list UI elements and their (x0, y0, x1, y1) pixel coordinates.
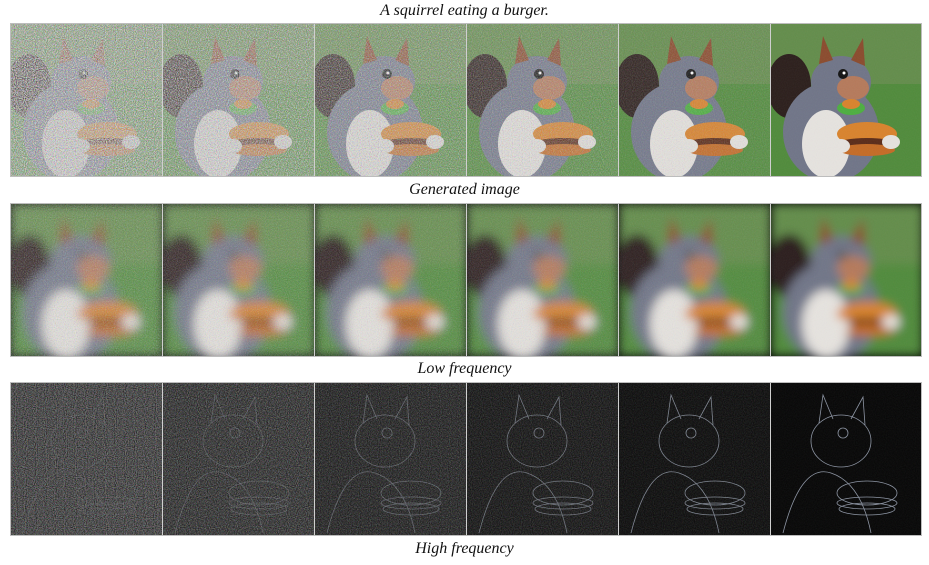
low-tile-1 (11, 204, 163, 356)
low-tile-4 (467, 204, 619, 356)
high-tile-5 (619, 383, 771, 535)
high-tile-2 (163, 383, 315, 535)
high-tile-1 (11, 383, 163, 535)
generated-tile-2 (163, 24, 315, 176)
low-tile-2 (163, 204, 315, 356)
low-tile-5 (619, 204, 771, 356)
high-tile-3 (315, 383, 467, 535)
generated-tile-4 (467, 24, 619, 176)
generated-tile-3 (315, 24, 467, 176)
high-frequency-caption: High frequency (415, 540, 514, 557)
high-frequency-row (10, 382, 922, 536)
generated-image-row (10, 23, 922, 177)
generated-tile-6 (771, 24, 921, 176)
high-tile-4 (467, 383, 619, 535)
figure-title: A squirrel eating a burger. (380, 2, 549, 19)
low-frequency-row (10, 203, 922, 357)
low-frequency-caption: Low frequency (417, 360, 512, 377)
generated-tile-5 (619, 24, 771, 176)
generated-tile-1 (11, 24, 163, 176)
low-tile-3 (315, 204, 467, 356)
low-tile-6 (771, 204, 921, 356)
generated-image-caption: Generated image (409, 181, 520, 198)
high-tile-6 (771, 383, 921, 535)
